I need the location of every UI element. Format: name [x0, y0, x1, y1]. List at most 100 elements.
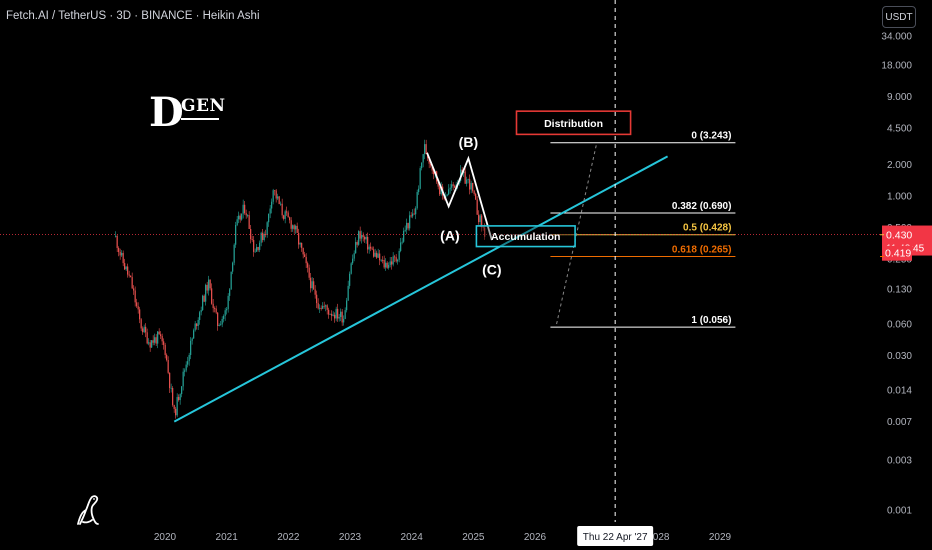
low-price-badge [882, 245, 912, 261]
wave-annotation: (B) [459, 134, 478, 150]
candle-body [187, 361, 189, 365]
candle-body [299, 242, 301, 245]
candle-body [227, 295, 229, 310]
projection-path [556, 143, 598, 325]
candle-body [239, 215, 241, 220]
candle-body [178, 397, 180, 401]
candle-body [140, 319, 142, 329]
candle-body [263, 233, 265, 241]
currency-button[interactable]: USDT [882, 6, 916, 28]
low-price-label: 0.419 [885, 248, 911, 260]
candle-body [329, 313, 331, 315]
candle-body [401, 241, 403, 243]
candle-body [166, 354, 168, 361]
price-tick-label: 0.003 [887, 456, 912, 467]
candle-body [418, 188, 420, 193]
candle-body [193, 330, 195, 339]
zone-box [515, 110, 632, 136]
wave-annotation: (A) [440, 228, 459, 244]
candle-body [161, 336, 163, 342]
candle-body [251, 239, 253, 241]
candle-body [376, 252, 378, 258]
price-tick-label: 34.000 [881, 32, 912, 43]
candle-body [205, 284, 207, 302]
candle-body [217, 312, 219, 326]
candle-body [148, 342, 150, 344]
candle-body [464, 171, 466, 184]
candle-body [188, 354, 190, 362]
candle-body [470, 182, 472, 190]
candle-body [283, 215, 285, 219]
candle-body [275, 190, 277, 199]
candle-body [281, 203, 283, 216]
candle-body [469, 179, 471, 190]
logo-text: GEN [181, 96, 226, 116]
candle-body [182, 371, 184, 387]
price-tick-label: 2.000 [887, 160, 912, 171]
candle-body [317, 303, 319, 309]
candle-body [142, 328, 144, 333]
candle-body [454, 185, 456, 188]
candle-body [133, 288, 135, 291]
candle-body [164, 344, 166, 355]
candle-body [295, 225, 297, 230]
candle-body [130, 275, 132, 278]
candle-body [208, 279, 210, 291]
candle-body [368, 246, 370, 250]
candle-body [370, 246, 372, 249]
candle-body [347, 285, 349, 301]
time-tick-label: 2020 [154, 532, 177, 543]
candle-body [206, 284, 208, 291]
chart-title: Fetch.AI / TetherUS · 3D · BINANCE · Hei… [6, 10, 260, 22]
candle-body [433, 170, 435, 175]
candle-body [385, 262, 387, 268]
candle-body [145, 326, 147, 333]
tradingview-dino-icon[interactable] [74, 494, 102, 526]
candle-body [242, 204, 244, 214]
candle-body [452, 184, 454, 186]
candle-body [389, 261, 391, 265]
candle-body [437, 181, 439, 187]
candle-body [179, 394, 181, 401]
candle-body [257, 246, 259, 250]
candle-body [266, 222, 268, 235]
candle-body [439, 186, 441, 195]
candle-body [409, 215, 411, 229]
candle-body [440, 186, 442, 195]
candle-body [412, 213, 414, 217]
candle-body [128, 274, 130, 276]
candle-body [431, 165, 433, 171]
candle-body [298, 232, 300, 245]
candle-body [151, 340, 153, 348]
candle-body [404, 229, 406, 231]
candle-body [169, 372, 171, 389]
candle-body [466, 179, 468, 184]
candle-body [467, 179, 469, 180]
candle-body [358, 231, 360, 245]
candle-body [154, 337, 156, 343]
candle-body [325, 305, 327, 307]
candle-body [241, 213, 243, 220]
candle-body [160, 334, 162, 337]
candle-body [382, 259, 384, 261]
price-tick-label: 0.007 [887, 417, 912, 428]
candle-body [328, 309, 330, 315]
candle-body [353, 253, 355, 259]
candle-body [362, 235, 364, 238]
candle-body [122, 252, 124, 264]
price-tick-label: 0.014 [887, 386, 912, 397]
candle-body [262, 232, 264, 241]
time-tick-label: 2023 [339, 532, 362, 543]
fib-level-label: 0.5 (0.428) [683, 223, 731, 234]
candle-body [307, 263, 309, 268]
candle-body [367, 236, 369, 250]
candle-body [125, 266, 127, 270]
candle-body [199, 312, 201, 320]
candle-body [265, 233, 267, 235]
time-tick-label: 2021 [216, 532, 239, 543]
candle-body [374, 252, 376, 257]
candle-body [173, 405, 175, 409]
candle-body [256, 246, 258, 252]
price-tick-label: 0.130 [887, 284, 912, 295]
